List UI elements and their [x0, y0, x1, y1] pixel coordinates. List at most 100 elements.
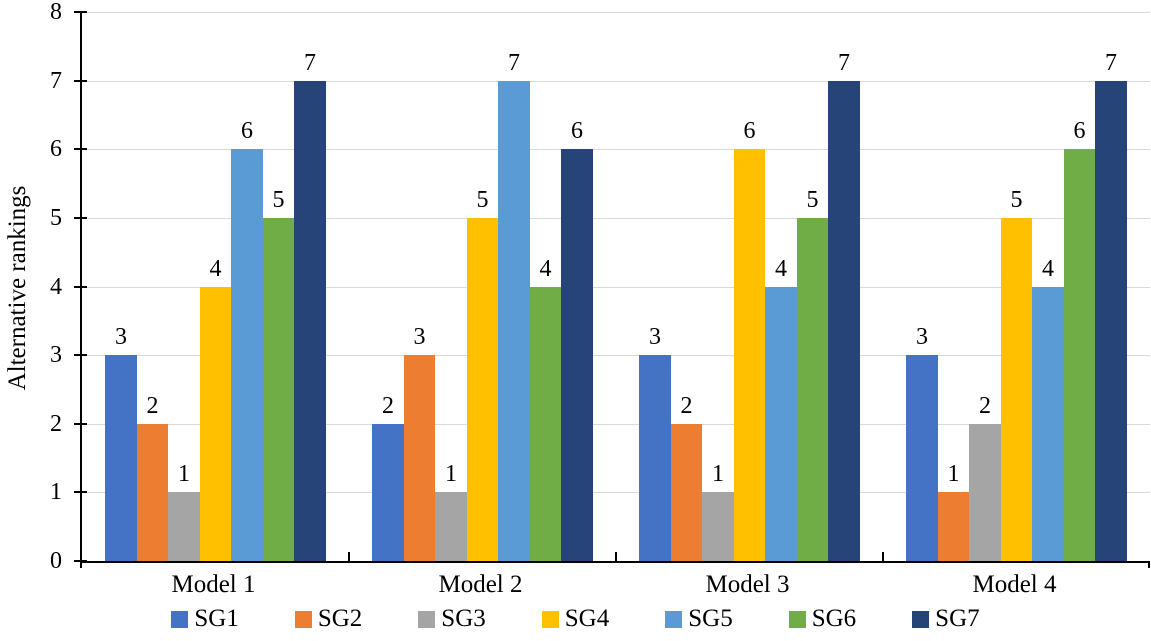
bar-sg5-model-4 — [1032, 286, 1064, 561]
bar-value-label: 4 — [1042, 255, 1054, 282]
bar-value-label: 3 — [413, 324, 426, 351]
legend-entry-sg4: SG4 — [541, 603, 610, 635]
gridline — [82, 80, 1150, 82]
bar-value-label: 3 — [115, 324, 127, 351]
bar-value-label: 4 — [209, 255, 222, 282]
y-axis-tick — [74, 216, 87, 219]
y-axis-tick — [74, 79, 87, 82]
bar-sg2-model-4 — [937, 492, 970, 561]
bar-value-label: 1 — [445, 461, 457, 488]
x-axis-category-label: Model 3 — [705, 571, 790, 598]
legend-swatch-icon — [171, 610, 189, 628]
bar-value-label: 5 — [272, 186, 285, 213]
bar-sg7-model-4 — [1095, 80, 1127, 561]
bar-value-label: 3 — [916, 324, 928, 351]
bar-value-label: 4 — [539, 255, 552, 282]
bar-sg1-model-3 — [639, 355, 671, 561]
bar-value-label: 1 — [947, 461, 960, 488]
legend-entry-sg6: SG6 — [788, 603, 857, 635]
x-axis-end-tick — [79, 561, 82, 568]
x-axis-end-tick — [1147, 561, 1150, 568]
x-axis-tick — [348, 552, 350, 561]
bar-value-label: 5 — [476, 186, 489, 213]
bar-value-label: 2 — [382, 392, 394, 419]
x-axis-labels: Model 1 Model 2 Model 3 Model 4 — [80, 570, 1148, 600]
legend-swatch-icon — [418, 610, 436, 628]
legend-swatch-icon — [294, 610, 312, 628]
x-axis-category-label: Model 1 — [171, 571, 256, 598]
y-axis-tick — [74, 422, 87, 425]
bar-sg7-model-1 — [294, 80, 326, 561]
y-axis-tick-label: 6 — [50, 136, 62, 163]
bar-value-label: 2 — [680, 392, 693, 419]
y-axis-tick-label: 2 — [50, 410, 62, 437]
legend-label: SG1 — [194, 605, 239, 632]
x-axis-tick — [615, 552, 617, 561]
bar-sg5-model-2 — [498, 80, 530, 561]
bar-value-label: 7 — [1105, 49, 1117, 76]
bar-value-label: 6 — [571, 118, 583, 145]
bar-value-label: 6 — [1073, 118, 1086, 145]
bar-sg1-model-2 — [372, 423, 404, 561]
bar-sg6-model-4 — [1063, 149, 1096, 561]
bar-sg4-model-4 — [1000, 217, 1033, 561]
bar-value-label: 5 — [806, 186, 819, 213]
x-axis-category-label: Model 2 — [438, 571, 523, 598]
bar-sg4-model-2 — [466, 217, 499, 561]
y-axis-tick-label: 8 — [50, 0, 62, 25]
bar-value-label: 7 — [304, 49, 316, 76]
bar-sg5-model-3 — [765, 286, 797, 561]
legend-entry-sg3: SG3 — [418, 603, 486, 635]
bar-sg7-model-3 — [828, 80, 860, 561]
legend-label: SG2 — [317, 605, 363, 632]
legend-label: SG4 — [564, 605, 610, 632]
bar-sg4-model-3 — [733, 149, 766, 561]
bar-value-label: 3 — [649, 324, 661, 351]
x-axis-tick — [882, 552, 884, 561]
legend-swatch-icon — [912, 610, 930, 628]
legend-entry-sg1: SG1 — [171, 603, 239, 635]
y-axis-tick-label: 1 — [50, 479, 62, 506]
bar-sg6-model-1 — [262, 217, 295, 561]
bar-value-label: 1 — [712, 461, 724, 488]
legend-swatch-icon — [541, 610, 559, 628]
bar-value-label: 6 — [743, 118, 756, 145]
x-axis-category-label: Model 4 — [972, 571, 1057, 598]
bar-value-label: 7 — [508, 49, 520, 76]
legend-entry-sg5: SG5 — [665, 603, 733, 635]
legend-label: SG5 — [688, 605, 733, 632]
bar-sg7-model-2 — [561, 149, 593, 561]
y-axis-tick-label: 5 — [50, 204, 62, 231]
bar-sg3-model-1 — [168, 492, 200, 561]
bar-sg6-model-3 — [796, 217, 829, 561]
y-axis-tick — [74, 491, 87, 494]
y-axis-tick-label: 4 — [50, 273, 62, 300]
bar-sg6-model-2 — [529, 286, 562, 561]
bar-sg1-model-4 — [906, 355, 938, 561]
bar-value-label: 6 — [241, 118, 253, 145]
y-axis-tick — [74, 354, 87, 357]
legend-entry-sg2: SG2 — [294, 603, 363, 635]
plot-area: 3 2 1 4 6 5 7 2 3 1 5 7 4 6 3 2 1 6 4 5 7 3 1 2 5 4 6 7 — [74, 11, 1150, 568]
bar-value-label: 7 — [838, 49, 850, 76]
bar-sg2-model-1 — [136, 423, 169, 561]
bar-value-label: 2 — [979, 392, 991, 419]
legend-label: SG3 — [441, 605, 486, 632]
legend-swatch-icon — [788, 610, 806, 628]
legend-label: SG6 — [811, 605, 857, 632]
y-axis-tick-label: 7 — [50, 67, 62, 94]
y-axis-tick-label: 3 — [50, 342, 62, 369]
y-axis-tick — [74, 285, 87, 288]
bar-value-label: 4 — [775, 255, 787, 282]
bar-sg2-model-2 — [403, 355, 436, 561]
gridline — [82, 12, 1150, 13]
bar-value-label: 5 — [1010, 186, 1023, 213]
y-axis-tick — [74, 148, 87, 151]
y-axis-tick — [74, 11, 87, 13]
bar-sg3-model-4 — [969, 423, 1001, 561]
bar-sg3-model-2 — [435, 492, 467, 561]
legend-swatch-icon — [665, 610, 683, 628]
bar-value-label: 1 — [178, 461, 190, 488]
legend-label: SG7 — [935, 605, 980, 632]
bar-sg3-model-3 — [702, 492, 734, 561]
